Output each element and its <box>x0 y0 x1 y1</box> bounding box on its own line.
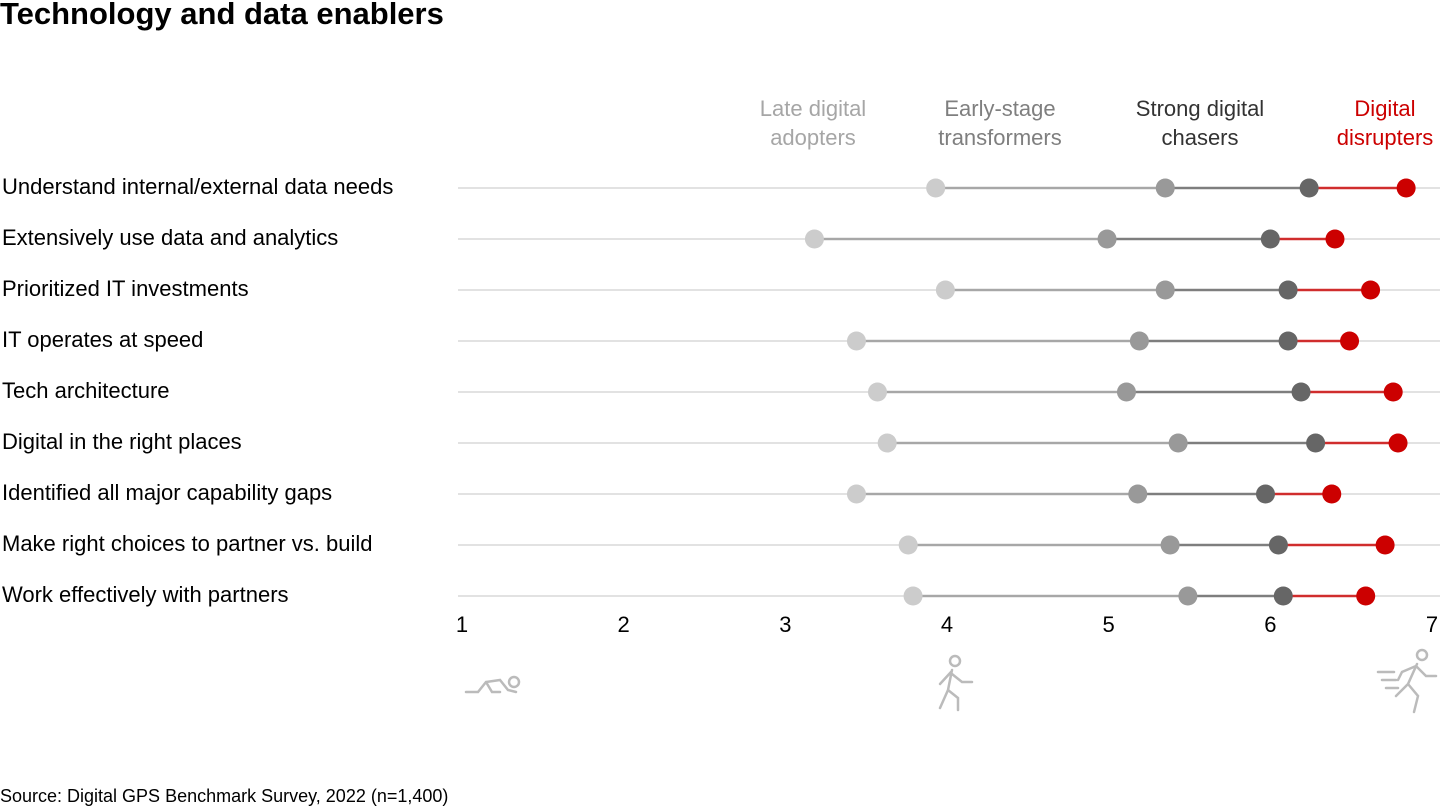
dot <box>935 280 955 300</box>
walk-icon-head <box>948 654 962 668</box>
crawl-icon-head <box>507 675 521 689</box>
dot <box>1356 586 1376 606</box>
dot <box>804 229 824 249</box>
category-label: IT operates at speed <box>2 327 203 352</box>
dot <box>1299 178 1319 198</box>
dot <box>1128 484 1148 504</box>
dot <box>867 382 887 402</box>
walk-icon <box>938 668 974 712</box>
dot <box>1168 433 1188 453</box>
dot <box>1178 586 1198 606</box>
dot <box>1116 382 1136 402</box>
dot <box>1322 484 1342 504</box>
legend-label: Digital disrupters <box>1336 96 1434 150</box>
legend-label: Strong digital chasers <box>1135 96 1265 150</box>
dot <box>1268 535 1288 555</box>
dot <box>1129 331 1149 351</box>
dot <box>898 535 918 555</box>
x-tick-label: 1 <box>456 612 468 637</box>
chart-title: Technology and data enablers <box>0 0 444 31</box>
category-label: Digital in the right places <box>2 429 242 454</box>
dot <box>903 586 923 606</box>
x-tick-label: 4 <box>941 612 953 637</box>
dot <box>1325 229 1345 249</box>
dot <box>1340 331 1360 351</box>
dot <box>1383 382 1403 402</box>
category-label: Prioritized IT investments <box>2 276 249 301</box>
x-tick-label: 7 <box>1426 612 1438 637</box>
category-label: Extensively use data and analytics <box>2 225 338 250</box>
dot <box>1273 586 1293 606</box>
dot <box>1097 229 1117 249</box>
dot <box>1278 331 1298 351</box>
x-tick-label: 5 <box>1103 612 1115 637</box>
source-note: Source: Digital GPS Benchmark Survey, 20… <box>0 786 448 806</box>
crawl-icon <box>464 678 518 694</box>
category-label: Make right choices to partner vs. build <box>2 531 373 556</box>
dot <box>1375 535 1395 555</box>
category-label: Identified all major capability gaps <box>2 480 332 505</box>
dot <box>877 433 897 453</box>
x-tick-label: 2 <box>618 612 630 637</box>
dot <box>1278 280 1298 300</box>
dot <box>1291 382 1311 402</box>
run-icon <box>1376 662 1438 714</box>
dot <box>1396 178 1416 198</box>
x-tick-label: 6 <box>1264 612 1276 637</box>
category-label: Tech architecture <box>2 378 170 403</box>
dot <box>1388 433 1408 453</box>
run-icon-head <box>1415 648 1429 662</box>
dot <box>1155 178 1175 198</box>
dot <box>1306 433 1326 453</box>
category-label: Work effectively with partners <box>2 582 289 607</box>
dot <box>846 331 866 351</box>
legend-label: Late digital adopters <box>759 96 867 150</box>
dot <box>1155 280 1175 300</box>
category-label: Understand internal/external data needs <box>2 174 393 199</box>
dot <box>1160 535 1180 555</box>
x-tick-label: 3 <box>779 612 791 637</box>
dot <box>846 484 866 504</box>
icons <box>464 648 1438 714</box>
dot <box>1255 484 1275 504</box>
dot <box>926 178 946 198</box>
dot <box>1260 229 1280 249</box>
dot <box>1361 280 1381 300</box>
legend-label: Early-stage transformers <box>938 96 1062 150</box>
